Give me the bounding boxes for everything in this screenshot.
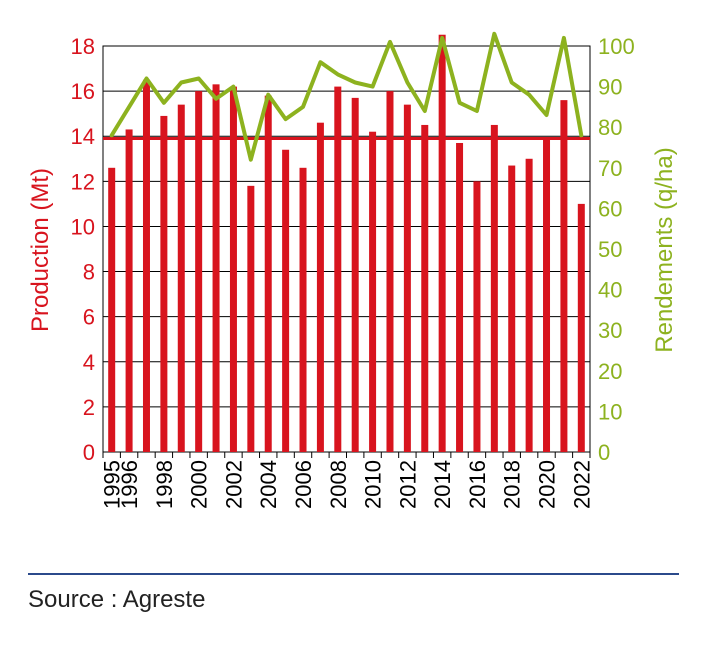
production-bar: [403, 104, 411, 453]
left-tick-label: 18: [71, 34, 95, 59]
right-tick-label: 80: [598, 115, 622, 140]
left-tick-label: 14: [71, 124, 95, 149]
chart: 0 2 4 6 8 10 12 14 16 18 0 10 20 30 40 50 60 70 80 90 100 1…: [27, 31, 678, 509]
right-tick-label: 50: [598, 237, 622, 262]
production-bar: [473, 181, 481, 453]
left-tick-label: 4: [83, 350, 95, 375]
x-tick-label: 2002: [221, 460, 246, 509]
x-tick-label: 1996: [117, 460, 142, 509]
x-tick-label: 2016: [465, 460, 490, 509]
x-tick-label: 2012: [395, 460, 420, 509]
plot-frame: [102, 45, 591, 453]
x-tick-label: 2018: [500, 460, 525, 509]
right-tick-label: 100: [598, 34, 635, 59]
divider: [28, 573, 679, 575]
left-tick-label: 10: [71, 214, 95, 239]
left-axis-label: Production (Mt): [27, 168, 54, 332]
right-tick-label: 20: [598, 359, 622, 384]
x-tick-label: 2020: [535, 460, 560, 509]
left-tick-label: 16: [71, 79, 95, 104]
x-tick-label: 2022: [569, 460, 594, 509]
source-note: Source : Agreste: [28, 586, 206, 613]
production-bar: [369, 131, 377, 452]
right-axis-ticks: 0 10 20 30 40 50 60 70 80 90 100: [598, 34, 635, 465]
right-tick-label: 90: [598, 75, 622, 100]
production-bar: [229, 86, 237, 452]
production-bar: [108, 167, 116, 453]
production-bar: [438, 34, 446, 452]
left-axis-ticks: 0 2 4 6 8 10 12 14 16 18: [71, 34, 95, 465]
x-tick-label: 1998: [152, 460, 177, 509]
production-bar: [351, 97, 359, 452]
right-tick-label: 70: [598, 156, 622, 181]
production-bar: [142, 79, 150, 452]
x-tick-label: 2008: [326, 460, 351, 509]
right-axis-label: Rendements (q/ha): [651, 147, 678, 352]
production-bar: [577, 203, 585, 452]
right-tick-label: 40: [598, 278, 622, 303]
x-tick-label: 2004: [256, 460, 281, 509]
x-tick-label: 2010: [361, 460, 386, 509]
production-bar: [195, 91, 203, 452]
left-tick-label: 8: [83, 260, 95, 285]
production-bar: [212, 84, 220, 452]
right-tick-label: 10: [598, 399, 622, 424]
grid: [102, 45, 591, 458]
production-bar: [456, 142, 464, 452]
production-bar: [316, 122, 324, 452]
production-bar: [334, 86, 342, 452]
x-tick-label: 1995: [100, 460, 125, 509]
x-tick-label: 2014: [430, 460, 455, 509]
production-bars: [108, 34, 585, 453]
production-bar: [247, 185, 255, 452]
production-bar: [125, 129, 133, 452]
production-bar: [282, 149, 290, 452]
x-tick-label: 2006: [291, 460, 316, 509]
production-bar: [508, 165, 516, 453]
rendements-line: [109, 31, 584, 162]
production-bar: [421, 124, 429, 452]
x-tick-label: 2000: [187, 460, 212, 509]
right-tick-label: 60: [598, 196, 622, 221]
left-tick-label: 12: [71, 169, 95, 194]
left-tick-label: 6: [83, 305, 95, 330]
production-bar: [160, 115, 168, 452]
production-bar: [299, 167, 307, 453]
production-bar: [490, 124, 498, 452]
left-tick-label: 2: [83, 395, 95, 420]
production-bar: [525, 158, 533, 452]
production-bar: [386, 91, 394, 452]
right-tick-label: 0: [598, 440, 610, 465]
production-bar: [264, 95, 272, 452]
left-tick-label: 0: [83, 440, 95, 465]
production-bar: [543, 138, 551, 452]
production-bar: [560, 100, 568, 452]
rendements-line-group: [109, 31, 584, 162]
production-bar: [177, 104, 185, 453]
right-tick-label: 30: [598, 318, 622, 343]
